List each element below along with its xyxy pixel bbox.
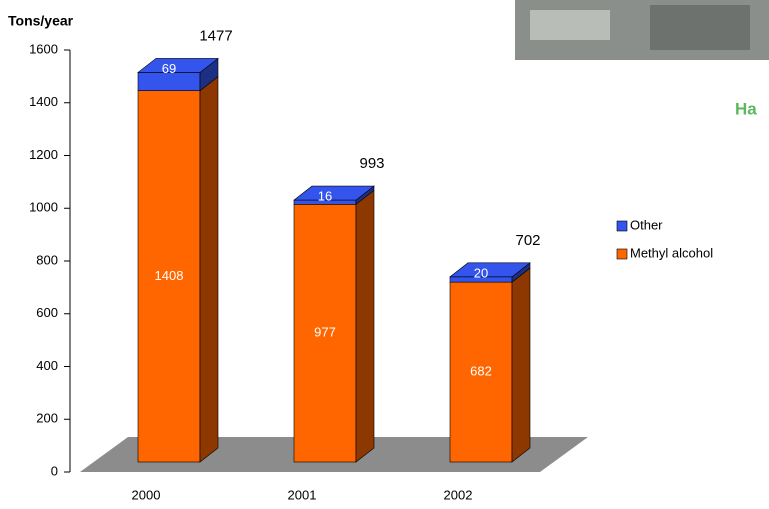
y-tick-label: 0 [51,463,58,478]
legend-label: Other [630,217,663,232]
bar-side [511,267,531,463]
bar-segment [137,76,219,463]
bar-segment [137,57,219,92]
bar-segment [449,267,531,463]
bar-segment [293,185,375,205]
value-label: 977 [314,325,336,340]
legend-swatch [616,220,628,232]
y-tick-label: 800 [36,252,58,267]
bar-side [199,76,219,463]
x-tick-label: 2002 [444,487,473,502]
bar-top [449,262,531,278]
y-tick-label: 600 [36,305,58,320]
bar-front [137,90,201,463]
value-label: 682 [470,363,492,378]
bar-segment [293,189,375,463]
bar-top [293,185,375,201]
bar-side [355,189,375,463]
value-label: 16 [318,189,332,204]
annotation: Ha [735,99,757,118]
bar-front [293,204,357,463]
photo-detail [530,10,610,40]
y-tick-label: 1400 [29,94,58,109]
value-label: 20 [474,265,488,280]
value-label: 69 [162,61,176,76]
x-tick-label: 2001 [288,487,317,502]
bar-top [137,58,219,73]
photo-detail [650,5,750,50]
y-tick-label: 1000 [29,200,58,215]
y-tick-label: 1200 [29,147,58,162]
bar-segment [449,262,531,283]
total-label: 702 [515,232,540,249]
y-axis-title: Tons/year [8,13,74,29]
bar-front [449,281,513,463]
value-label: 1408 [155,268,184,283]
legend-label: Methyl alcohol [630,245,713,260]
total-label: 993 [359,155,384,172]
total-label: 1477 [199,27,232,44]
x-tick-label: 2000 [132,487,161,502]
legend-swatch [616,248,628,260]
y-tick-label: 200 [36,411,58,426]
y-tick-label: 1600 [29,41,58,56]
y-tick-label: 400 [36,358,58,373]
